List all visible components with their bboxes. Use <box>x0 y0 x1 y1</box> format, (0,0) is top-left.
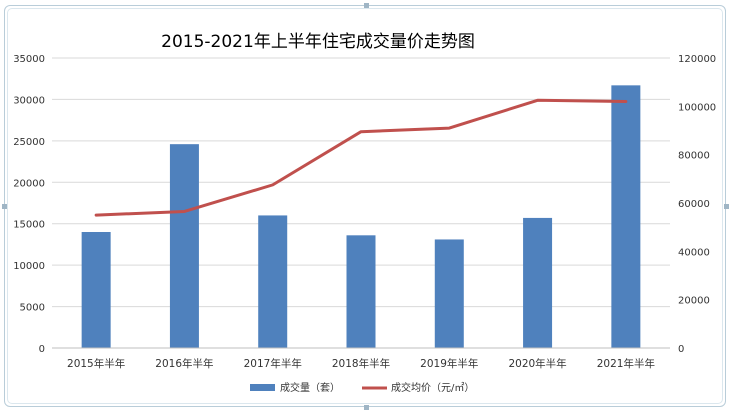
y-left-tick-label: 5000 <box>20 303 45 314</box>
y-right-tick-label: 100000 <box>678 102 716 113</box>
y-right-tick-label: 0 <box>678 344 684 355</box>
chart-title: 2015-2021年上半年住宅成交量价走势图 <box>161 32 475 52</box>
right-axis: 0 20000 40000 60000 80000 100000 120000 <box>678 54 716 355</box>
x-tick-label: 2018年半年 <box>332 357 390 370</box>
y-right-tick-label: 20000 <box>678 296 710 307</box>
y-right-tick-label: 120000 <box>678 54 716 65</box>
x-tick-label: 2019年半年 <box>420 357 478 370</box>
resize-handle-top[interactable] <box>364 3 369 8</box>
bar <box>169 144 199 348</box>
legend: 成交量（套） 成交均价（元/㎡） <box>250 381 474 394</box>
y-right-tick-label: 80000 <box>678 151 710 162</box>
left-axis: 0 5000 10000 15000 20000 25000 30000 35000 <box>13 54 45 355</box>
bar-series <box>81 85 641 348</box>
x-tick-label: 2016年半年 <box>155 357 213 370</box>
x-tick-label: 2020年半年 <box>508 357 566 370</box>
y-left-tick-label: 35000 <box>13 54 45 65</box>
y-left-tick-label: 0 <box>39 344 45 355</box>
x-tick-label: 2017年半年 <box>244 357 302 370</box>
y-left-tick-label: 10000 <box>13 261 45 272</box>
resize-handle-bottom[interactable] <box>364 405 369 410</box>
legend-label-bar: 成交量（套） <box>280 381 340 394</box>
resize-handle-left[interactable] <box>2 204 7 209</box>
x-tick-label: 2021年半年 <box>597 357 655 370</box>
y-right-tick-label: 40000 <box>678 247 710 258</box>
x-axis: 2015年半年 2016年半年 2017年半年 2018年半年 2019年半年 2020年… <box>52 347 670 370</box>
y-left-tick-label: 20000 <box>13 178 45 189</box>
bar <box>258 215 288 348</box>
x-tick-label: 2015年半年 <box>67 357 125 370</box>
legend-label-line: 成交均价（元/㎡） <box>391 381 474 394</box>
y-left-tick-label: 25000 <box>13 137 45 148</box>
bar <box>523 217 553 348</box>
bar <box>346 235 376 348</box>
resize-handle-right[interactable] <box>724 204 729 209</box>
line-series <box>94 98 628 217</box>
chart-frame-inner <box>7 8 723 404</box>
legend-swatch-bar <box>250 384 275 391</box>
bar <box>611 85 641 348</box>
bar <box>434 239 464 348</box>
y-right-tick-label: 60000 <box>678 199 710 210</box>
bar <box>81 232 111 348</box>
y-left-tick-label: 15000 <box>13 220 45 231</box>
y-left-tick-label: 30000 <box>13 95 45 106</box>
